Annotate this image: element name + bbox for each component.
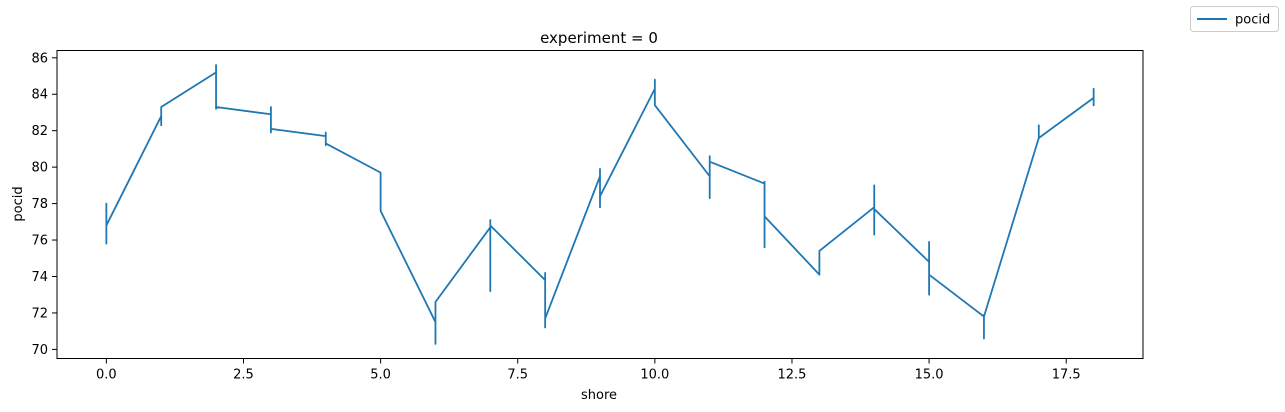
y-axis-label: pocid bbox=[11, 186, 26, 221]
y-tick-label: 74 bbox=[31, 270, 48, 285]
series-line-pocid bbox=[105, 64, 1095, 345]
x-tick-label: 15.0 bbox=[915, 368, 944, 383]
x-tick-label: 5.0 bbox=[370, 368, 391, 383]
y-tick-label: 72 bbox=[31, 306, 48, 321]
y-tick-label: 84 bbox=[31, 88, 48, 103]
plot-area bbox=[105, 64, 1095, 345]
x-tick-label: 2.5 bbox=[233, 368, 254, 383]
x-tick-label: 7.5 bbox=[507, 368, 528, 383]
x-tick-label: 10.0 bbox=[640, 368, 669, 383]
y-tick-label: 82 bbox=[31, 124, 48, 139]
x-axis-label: shore bbox=[581, 388, 617, 403]
legend: pocid bbox=[1190, 6, 1279, 32]
y-tick-label: 86 bbox=[31, 51, 48, 66]
legend-box bbox=[1190, 6, 1279, 32]
plot-frame bbox=[56, 50, 1144, 359]
x-axis: 0.0 2.5 5.0 7.5 10.0 12.5 15.0 17.5 bbox=[96, 358, 1081, 383]
x-tick-label: 17.5 bbox=[1052, 368, 1081, 383]
y-tick-label: 80 bbox=[31, 161, 48, 176]
legend-label-pocid: pocid bbox=[1235, 13, 1270, 28]
y-axis: 70 72 74 76 78 80 82 84 86 bbox=[31, 51, 57, 358]
y-tick-label: 78 bbox=[31, 197, 48, 212]
x-tick-label: 0.0 bbox=[96, 368, 117, 383]
chart-title: experiment = 0 bbox=[540, 29, 658, 47]
x-tick-label: 12.5 bbox=[777, 368, 806, 383]
y-tick-label: 70 bbox=[31, 343, 48, 358]
y-tick-label: 76 bbox=[31, 234, 48, 249]
